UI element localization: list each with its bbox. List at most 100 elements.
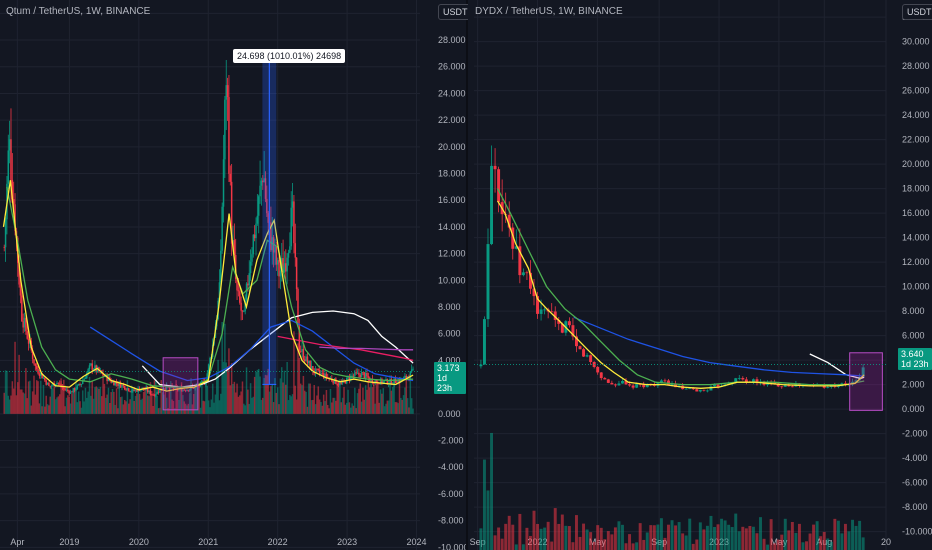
candle-body xyxy=(297,288,299,327)
candle-body xyxy=(114,382,116,386)
volume-bar xyxy=(270,386,272,414)
volume-bar xyxy=(773,543,777,550)
chart-panel-dydx[interactable]: 32.00030.00028.00026.00024.00022.00020.0… xyxy=(468,0,932,550)
volume-bar xyxy=(324,401,326,414)
candle-body xyxy=(674,383,678,388)
candle-body xyxy=(90,363,92,366)
volume-bar xyxy=(199,407,202,414)
candle-body xyxy=(34,363,37,366)
volume-bar xyxy=(493,535,497,550)
volume-bar xyxy=(128,403,130,414)
candle-body xyxy=(341,380,344,384)
volume-bar xyxy=(412,408,414,414)
candle-body xyxy=(267,213,269,223)
volume-bar xyxy=(125,401,127,414)
volume-bar xyxy=(203,401,206,414)
candle-body xyxy=(48,382,50,386)
candle-body xyxy=(229,173,232,182)
volume-bar xyxy=(812,524,816,550)
volume-bar xyxy=(391,386,394,414)
candle-body xyxy=(251,254,253,262)
volume-bar xyxy=(77,391,80,414)
candle-body xyxy=(306,356,309,364)
candle-body xyxy=(31,350,34,360)
candle-body xyxy=(286,257,288,272)
candle-body xyxy=(257,196,260,216)
candle-body xyxy=(220,250,222,283)
candle-body xyxy=(518,246,522,276)
candle-body xyxy=(282,258,284,272)
volume-bar xyxy=(65,397,68,414)
volume-bar xyxy=(38,403,41,414)
candle-body xyxy=(702,389,706,391)
last-price-tag-dydx: 3.640 1d 23h xyxy=(898,348,932,370)
candle-body xyxy=(225,85,227,100)
moving-average-line xyxy=(6,186,414,388)
candle-body xyxy=(312,366,314,373)
volume-bar xyxy=(514,544,518,550)
volume-bar xyxy=(141,398,144,414)
volume-bar xyxy=(267,368,269,414)
volume-bar xyxy=(216,372,218,414)
candle-body xyxy=(240,302,242,311)
y-tick-label: -4.000 xyxy=(438,462,464,472)
volume-bar xyxy=(383,406,386,414)
volume-bar xyxy=(114,404,116,414)
volume-bar xyxy=(377,383,379,414)
moving-average-line xyxy=(497,200,865,389)
panel-divider[interactable] xyxy=(466,0,468,550)
candle-body xyxy=(826,387,830,388)
volume-bar xyxy=(201,380,203,414)
volume-bar xyxy=(341,397,344,414)
volume-bar xyxy=(659,518,663,550)
volume-bar xyxy=(218,400,221,414)
volume-bar xyxy=(398,379,401,414)
volume-bar xyxy=(12,388,15,414)
candle-body xyxy=(10,139,12,180)
candle-body xyxy=(159,389,161,393)
candle-body xyxy=(490,165,494,245)
volume-bar xyxy=(220,393,222,414)
y-tick-label: -2.000 xyxy=(902,429,928,439)
volume-bar xyxy=(142,392,145,414)
volume-bar xyxy=(188,393,191,414)
volume-bar xyxy=(741,526,745,550)
candle-body xyxy=(61,386,64,388)
candle-body xyxy=(773,382,777,384)
dydx-chart-canvas[interactable]: 32.00030.00028.00026.00024.00022.00020.0… xyxy=(468,0,932,550)
candle-body xyxy=(293,201,295,244)
volume-bar xyxy=(153,380,156,414)
volume-bar xyxy=(343,387,345,414)
candle-body xyxy=(305,356,307,362)
volume-bar xyxy=(507,515,511,550)
volume-bar xyxy=(621,524,624,550)
candle-body xyxy=(91,363,93,370)
candle-body xyxy=(691,388,695,390)
candle-body xyxy=(72,388,75,393)
chart-panel-qtum[interactable]: 30.00028.00026.00024.00022.00020.00018.0… xyxy=(0,0,473,550)
candle-body xyxy=(172,387,175,389)
y-tick-label: -6.000 xyxy=(902,478,928,488)
candle-body xyxy=(12,199,15,205)
currency-unit-button[interactable]: USDT xyxy=(902,4,932,20)
volume-bar xyxy=(84,387,87,414)
volume-bar xyxy=(22,392,24,414)
y-tick-label: 0.000 xyxy=(902,404,925,414)
volume-bar xyxy=(280,367,283,414)
candle-body xyxy=(244,300,246,312)
candle-body xyxy=(263,178,265,183)
volume-bar xyxy=(394,402,397,414)
candle-body xyxy=(236,279,238,291)
volume-bar xyxy=(115,388,118,414)
volume-bar xyxy=(511,524,515,550)
candle-body xyxy=(308,360,310,364)
volume-bar xyxy=(136,393,138,414)
candle-body xyxy=(18,262,20,285)
candle-body xyxy=(180,387,183,392)
candle-body xyxy=(382,381,385,384)
candle-body xyxy=(528,272,532,289)
qtum-chart-canvas[interactable]: 30.00028.00026.00024.00022.00020.00018.0… xyxy=(0,0,466,550)
x-tick-label: 2020 xyxy=(129,537,149,547)
volume-bar xyxy=(209,407,211,414)
candle-body xyxy=(709,386,713,391)
